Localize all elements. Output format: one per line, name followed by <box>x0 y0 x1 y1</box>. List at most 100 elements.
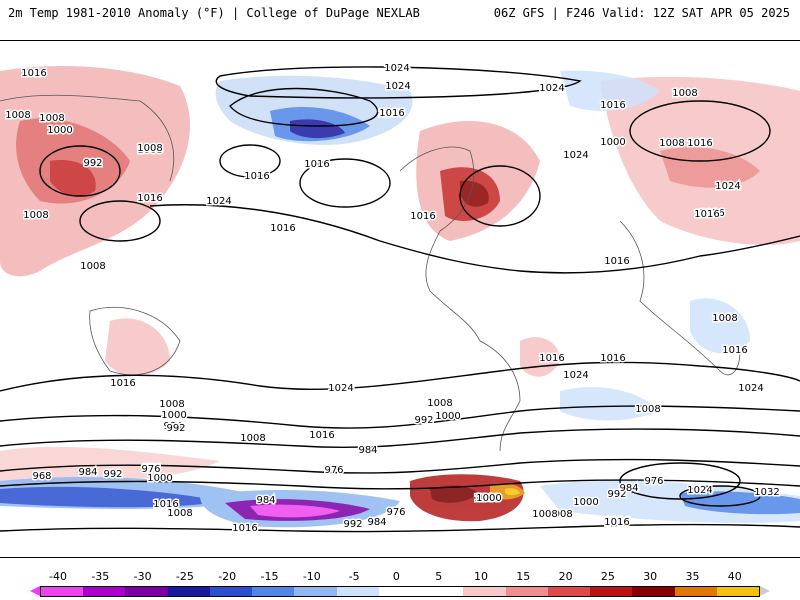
isobar-label: 1000 <box>147 473 172 484</box>
colorbar-segment <box>378 587 422 596</box>
isobar-label: 1016 <box>722 345 747 356</box>
isobar-label: 1032 <box>754 487 779 498</box>
isobar-label: 1008 <box>5 110 30 121</box>
colorbar-tick-label: -15 <box>260 570 279 583</box>
colorbar-tick-label: -5 <box>348 570 360 583</box>
isobar-label: 1016 <box>309 430 334 441</box>
model-run-valid-time: 06Z GFS | F246 Valid: 12Z SAT APR 05 202… <box>493 6 790 20</box>
colorbar-tick-label: -10 <box>302 570 321 583</box>
isobar-label: 976 <box>141 463 160 474</box>
colorbar-segment <box>83 587 126 596</box>
map-header: 2m Temp 1981-2010 Anomaly (°F) | College… <box>0 0 800 28</box>
colorbar-tick-label: 40 <box>727 570 742 583</box>
isobar-label: 1016 <box>232 523 257 534</box>
isobar-label: 1024 <box>385 81 410 92</box>
colorbar-tick-label: -25 <box>175 570 194 583</box>
isobar-label: 1016 <box>604 517 629 528</box>
isobar-label: 1024 <box>563 150 588 161</box>
isobar-label: 1008 <box>137 145 162 156</box>
isobar-label: 1024 <box>206 196 231 207</box>
isobar-label: 1016 <box>21 68 46 79</box>
isobar-label: 976 <box>386 507 405 518</box>
colorbar-segment <box>125 587 168 596</box>
isobar-label: 1008 <box>427 398 452 409</box>
isobar-label: 1016 <box>600 100 625 111</box>
isobar-label: 984 <box>256 495 275 506</box>
isobar-label: 1008 <box>672 88 697 99</box>
isobar-label: 976 <box>644 476 663 487</box>
isobar-label: 1000 <box>161 410 186 421</box>
colorbar: -40 -35 -30 -25 -20 -15 -10 -5 0 5 10 15 20 25 30 35 40 <box>0 570 800 600</box>
isobar-label: 1024 <box>539 83 564 94</box>
colorbar-segment <box>632 587 675 596</box>
anomaly-map: 1016 1024 1024 1024 1008 1016 1000 1008 992 1008 1… <box>0 40 800 558</box>
isobar-label: 1008 <box>39 113 64 124</box>
isobar-label: 1016 <box>687 138 712 149</box>
colorbar-segment <box>421 587 464 596</box>
product-title: 2m Temp 1981-2010 Anomaly (°F) | College… <box>8 6 420 20</box>
colorbar-tick-label: 30 <box>643 570 658 583</box>
colorbar-segment <box>547 587 591 596</box>
colorbar-segment <box>209 587 253 596</box>
isobar-label: 1024 <box>738 383 763 394</box>
isobar-label: 992 <box>166 423 185 434</box>
isobar-label: 992 <box>103 469 122 480</box>
colorbar-tick-label: 5 <box>435 570 443 583</box>
isobar-label: 992 <box>414 415 433 426</box>
isobar-label: 1016 <box>604 256 629 267</box>
colorbar-segment <box>336 587 379 596</box>
isobar-label: 1008 <box>137 143 162 154</box>
colorbar-segment <box>674 587 717 596</box>
isobar-label: 1008 <box>547 509 572 520</box>
colorbar-tick-label: -40 <box>49 570 67 583</box>
isobar-label: 1016 <box>304 159 329 170</box>
isobar-label: 1008 <box>532 509 557 520</box>
colorbar-tick-label: -30 <box>133 570 152 583</box>
isobar-label: 1000 <box>573 497 598 508</box>
isobar-label: 1016 <box>410 211 435 222</box>
isobar-label: 1016 <box>270 223 295 234</box>
isobar-label: 1000 <box>600 137 625 148</box>
cold-anomaly-areas <box>0 70 800 528</box>
isobar-label: 1000 <box>47 125 72 136</box>
colorbar-tick-label: 15 <box>516 570 531 583</box>
isobar-label: 984 <box>367 517 386 528</box>
isobar-label: 1016 <box>539 353 564 364</box>
isobar-label: 1016 <box>699 208 724 219</box>
isobar-label: 992 <box>83 158 102 169</box>
isobar-label: 1008 <box>240 433 265 444</box>
colorbar-tick-label: -20 <box>218 570 237 583</box>
isobar-label: 1000 <box>474 493 499 504</box>
isobar-label: 984 <box>78 467 97 478</box>
colorbar-segment <box>294 587 337 596</box>
colorbar-segment <box>463 587 506 596</box>
colorbar-tick-label: 20 <box>558 570 573 583</box>
isobar-label: 984 <box>163 421 182 432</box>
isobar-label: 1016 <box>600 353 625 364</box>
colorbar-tick-label: 0 <box>392 570 400 583</box>
isobar-label: 1008 <box>659 138 684 149</box>
colorbar-tick-label: 10 <box>474 570 488 583</box>
isobar-label: 968 <box>32 471 51 482</box>
isobar-label: 1000 <box>435 411 460 422</box>
isobar-label: 1008 <box>635 404 660 415</box>
isobar-label: 1008 <box>159 399 184 410</box>
colorbar-segment <box>505 587 548 596</box>
isobar-label: 1016 <box>244 171 269 182</box>
isobar-label: 1024 <box>384 63 409 74</box>
isobar-contours <box>0 66 800 533</box>
isobar-label: 1008 <box>167 508 192 519</box>
isobar-label: 976 <box>141 464 160 475</box>
colorbar-segment <box>41 587 84 596</box>
colorbar-tick-label: 35 <box>685 570 700 583</box>
colorbar-tick-label: 25 <box>600 570 615 583</box>
colorbar-strip <box>40 586 760 597</box>
colorbar-segment <box>167 587 210 596</box>
isobar-label: 1016 <box>379 108 404 119</box>
isobar-label: 992 <box>343 519 362 530</box>
isobar-label: 1008 <box>80 261 105 272</box>
colorbar-over-cap <box>760 586 770 596</box>
isobar-label: 1008 <box>712 313 737 324</box>
